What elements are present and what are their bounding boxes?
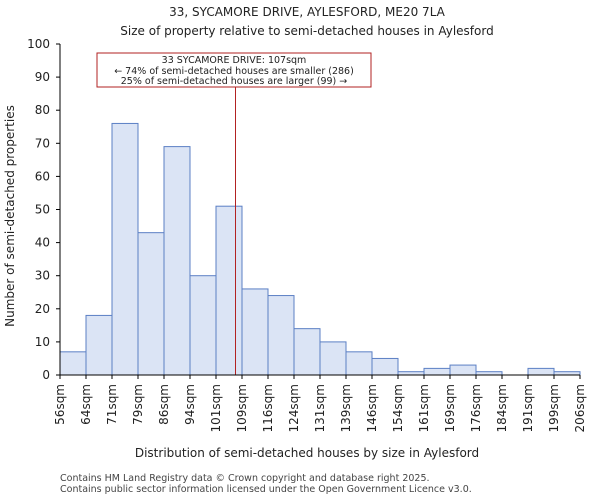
x-tick-label: 116sqm bbox=[261, 384, 275, 432]
bar-86sqm bbox=[163, 146, 191, 376]
bar-169sqm bbox=[449, 364, 477, 376]
chart-title: 33, SYCAMORE DRIVE, AYLESFORD, ME20 7LA bbox=[169, 5, 446, 19]
x-tick-label: 86sqm bbox=[157, 384, 171, 425]
x-tick-label: 71sqm bbox=[105, 384, 119, 425]
x-tick-label: 154sqm bbox=[391, 384, 405, 432]
x-tick-label: 131sqm bbox=[313, 384, 327, 432]
bar-191sqm bbox=[527, 367, 555, 376]
annotation-box bbox=[96, 52, 372, 88]
y-tick-label: 20 bbox=[35, 302, 50, 316]
annotation-line-3: 25% of semi-detached houses are larger (… bbox=[121, 76, 348, 87]
y-tick-label: 90 bbox=[35, 70, 50, 84]
annotation-line-2: ← 74% of semi-detached houses are smalle… bbox=[114, 66, 354, 77]
x-tick-label: 56sqm bbox=[53, 384, 67, 425]
bar-79sqm bbox=[137, 232, 165, 376]
x-tick-label: 206sqm bbox=[573, 384, 587, 432]
chart-subtitle: Size of property relative to semi-detach… bbox=[120, 24, 493, 38]
y-tick-label: 40 bbox=[35, 236, 50, 250]
x-tick-label: 169sqm bbox=[443, 384, 457, 432]
y-tick-label: 50 bbox=[35, 203, 50, 217]
y-tick-label: 10 bbox=[35, 335, 50, 349]
x-tick-label: 146sqm bbox=[365, 384, 379, 432]
x-tick-label: 191sqm bbox=[521, 384, 535, 432]
bar-124sqm bbox=[293, 328, 321, 376]
y-tick-label: 70 bbox=[35, 136, 50, 150]
bar-139sqm bbox=[345, 351, 373, 376]
x-tick-label: 79sqm bbox=[131, 384, 145, 425]
bar-group bbox=[59, 122, 581, 376]
y-tick-label: 80 bbox=[35, 103, 50, 117]
x-tick-label: 124sqm bbox=[287, 384, 301, 432]
x-axis-label: Distribution of semi-detached houses by … bbox=[135, 446, 479, 460]
x-tick-label: 94sqm bbox=[183, 384, 197, 425]
x-axis-ticks: 56sqm 64sqm 71sqm 79sqm 86sqm 94sqm 101sqm 109s… bbox=[53, 375, 587, 432]
footer-copyright: Contains HM Land Registry data © Crown c… bbox=[60, 473, 430, 484]
y-tick-label: 60 bbox=[35, 169, 50, 183]
annotation-line-1: 33 SYCAMORE DRIVE: 107sqm bbox=[162, 55, 307, 66]
bar-56sqm bbox=[59, 351, 87, 376]
y-tick-label: 30 bbox=[35, 269, 50, 283]
bar-116sqm bbox=[267, 295, 295, 376]
x-tick-label: 109sqm bbox=[235, 384, 249, 432]
footer-licence: Contains public sector information licen… bbox=[60, 484, 472, 495]
x-tick-label: 101sqm bbox=[209, 384, 223, 432]
bar-146sqm bbox=[371, 357, 399, 376]
bar-161sqm bbox=[423, 367, 451, 376]
bar-64sqm bbox=[85, 314, 113, 376]
y-axis-ticks: 0 10 20 30 40 50 60 70 80 90 100 bbox=[27, 37, 60, 382]
bar-94sqm bbox=[189, 275, 217, 376]
x-tick-label: 64sqm bbox=[79, 384, 93, 425]
y-tick-label: 0 bbox=[42, 368, 50, 382]
bar-109sqm bbox=[241, 288, 269, 376]
x-tick-label: 139sqm bbox=[339, 384, 353, 432]
x-tick-label: 176sqm bbox=[469, 384, 483, 432]
y-tick-label: 100 bbox=[27, 37, 50, 51]
bar-71sqm bbox=[111, 122, 139, 376]
x-tick-label: 199sqm bbox=[547, 384, 561, 432]
bar-101sqm bbox=[215, 205, 243, 376]
x-tick-label: 184sqm bbox=[495, 384, 509, 432]
y-axis-label: Number of semi-detached properties bbox=[3, 105, 17, 327]
x-tick-label: 161sqm bbox=[417, 384, 431, 432]
bar-131sqm bbox=[319, 341, 347, 376]
